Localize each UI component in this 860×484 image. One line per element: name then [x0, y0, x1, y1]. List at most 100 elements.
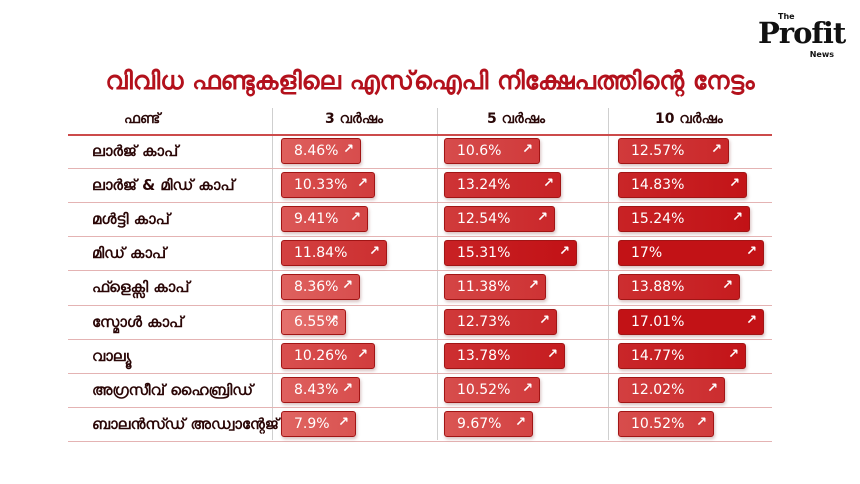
arrow-up-right-icon: ↗ — [343, 142, 354, 157]
fund-label: ലാർജ് & മിഡ് കാപ് — [92, 176, 235, 195]
return-bar: 12.54% ↗ — [444, 206, 555, 233]
arrow-up-right-icon: ↗ — [746, 244, 757, 260]
return-bar: 7.9% ↗ — [281, 410, 356, 437]
return-bar: 14.83% ↗ — [618, 172, 747, 199]
return-value-label: 9.41% — [294, 211, 339, 228]
header-10yr: 10 വർഷം — [655, 111, 723, 127]
fund-label: ഫ്ളെക്സി കാപ് — [92, 278, 190, 297]
return-value-label: 13.24% — [457, 177, 511, 194]
return-bar: 13.78% ↗ — [444, 342, 565, 369]
row-divider — [68, 304, 772, 306]
return-value-label: 11.38% — [457, 279, 511, 296]
return-bar: 10.6% ↗ — [444, 138, 540, 164]
arrow-up-right-icon: ↗ — [711, 142, 722, 157]
brand-logo: The Profit News — [758, 12, 846, 62]
return-bar: 12.02% ↗ — [618, 376, 725, 403]
return-bar: 14.77% ↗ — [618, 342, 746, 369]
return-value-label: 17% — [631, 245, 663, 262]
return-value-label: 10.52% — [631, 415, 685, 432]
return-value-label: 12.02% — [631, 381, 685, 398]
fund-label: സ്മോൾ കാപ് — [92, 312, 184, 331]
arrow-up-right-icon: ↗ — [357, 176, 368, 192]
return-bar: 12.57% ↗ — [618, 138, 729, 164]
return-value-label: 12.73% — [457, 313, 511, 330]
return-bar: 6.55% ↗ — [281, 308, 346, 335]
return-value-label: 10.33% — [294, 177, 348, 194]
arrow-up-right-icon: ↗ — [696, 414, 707, 430]
arrow-up-right-icon: ↗ — [547, 346, 558, 362]
return-value-label: 10.6% — [457, 143, 502, 159]
return-bar: 8.43% ↗ — [281, 376, 360, 403]
return-bar: 17.01% ↗ — [618, 308, 764, 335]
arrow-up-right-icon: ↗ — [357, 346, 368, 362]
return-value-label: 6.55% — [294, 313, 339, 330]
arrow-up-right-icon: ↗ — [522, 142, 533, 157]
arrow-up-right-icon: ↗ — [528, 278, 539, 294]
fund-label: ലാർജ് കാപ് — [92, 142, 179, 160]
column-divider-3 — [608, 108, 609, 440]
arrow-up-right-icon: ↗ — [539, 312, 550, 328]
return-value-label: 8.46% — [294, 143, 339, 159]
return-bar: 13.24% ↗ — [444, 172, 561, 199]
return-bar: 15.24% ↗ — [618, 206, 750, 233]
return-value-label: 13.78% — [457, 347, 511, 364]
fund-label: മിഡ് കാപ് — [92, 244, 167, 263]
return-value-label: 9.67% — [457, 415, 502, 432]
return-bar: 10.52% ↗ — [618, 410, 714, 437]
arrow-up-right-icon: ↗ — [350, 210, 361, 226]
return-value-label: 15.24% — [631, 211, 685, 228]
return-value-label: 14.83% — [631, 177, 685, 194]
row-divider — [68, 338, 772, 340]
column-divider-1 — [272, 108, 273, 440]
return-value-label: 8.36% — [294, 279, 339, 296]
column-divider-2 — [437, 108, 438, 440]
return-bar: 9.41% ↗ — [281, 206, 368, 233]
arrow-up-right-icon: ↗ — [522, 380, 533, 396]
return-value-label: 13.88% — [631, 279, 685, 296]
return-bar: 10.52% ↗ — [444, 376, 540, 403]
row-divider — [68, 440, 772, 442]
return-value-label: 15.31% — [457, 245, 511, 262]
arrow-up-right-icon: ↗ — [732, 210, 743, 226]
arrow-up-right-icon: ↗ — [515, 414, 526, 430]
fund-label: ബാലൻസ്ഡ് അഡ്വാന്റേജ് — [92, 414, 279, 433]
row-divider — [68, 236, 772, 238]
arrow-up-right-icon: ↗ — [559, 244, 570, 260]
return-bar: 10.26% ↗ — [281, 342, 375, 369]
arrow-up-right-icon: ↗ — [338, 414, 349, 430]
chart-title: വിവിധ ഫണ്ടുകളിലെ എസ്ഐപി നിക്ഷേപത്തിന്റെ … — [105, 66, 755, 95]
return-value-label: 12.57% — [631, 143, 685, 159]
header-3yr: 3 വർഷം — [325, 111, 383, 127]
return-bar: 12.73% ↗ — [444, 308, 557, 335]
arrow-up-right-icon: ↗ — [537, 210, 548, 226]
fund-label: അഗ്രസീവ് ഹൈബ്രിഡ് — [92, 380, 253, 399]
arrow-up-right-icon: ↗ — [543, 176, 554, 192]
header-fund: ഫണ്ട് — [124, 111, 161, 127]
return-bar: 13.88% ↗ — [618, 274, 740, 301]
arrow-up-right-icon: ↗ — [342, 380, 353, 396]
return-bar: 11.38% ↗ — [444, 274, 546, 301]
header-5yr: 5 വർഷം — [487, 111, 545, 127]
row-divider — [68, 406, 772, 408]
brand-news: News — [809, 50, 834, 59]
brand-profit: Profit — [758, 16, 846, 50]
arrow-up-right-icon: ↗ — [729, 176, 740, 192]
return-bar: 8.46% ↗ — [281, 138, 361, 164]
header-divider — [68, 134, 772, 136]
return-value-label: 14.77% — [631, 347, 685, 364]
return-bar: 11.84% ↗ — [281, 240, 387, 267]
row-divider — [68, 372, 772, 374]
arrow-up-right-icon: ↗ — [722, 278, 733, 294]
return-value-label: 10.26% — [294, 347, 348, 364]
fund-label: വാല്യൂ — [92, 346, 132, 365]
arrow-up-right-icon: ↗ — [728, 346, 739, 362]
return-bar: 15.31% ↗ — [444, 240, 577, 267]
return-value-label: 7.9% — [294, 415, 330, 432]
return-bar: 17% ↗ — [618, 240, 764, 267]
arrow-up-right-icon: ↗ — [328, 312, 339, 328]
return-value-label: 11.84% — [294, 245, 348, 262]
arrow-up-right-icon: ↗ — [707, 380, 718, 396]
return-value-label: 10.52% — [457, 381, 511, 398]
return-value-label: 8.43% — [294, 381, 339, 398]
return-bar: 9.67% ↗ — [444, 410, 533, 437]
